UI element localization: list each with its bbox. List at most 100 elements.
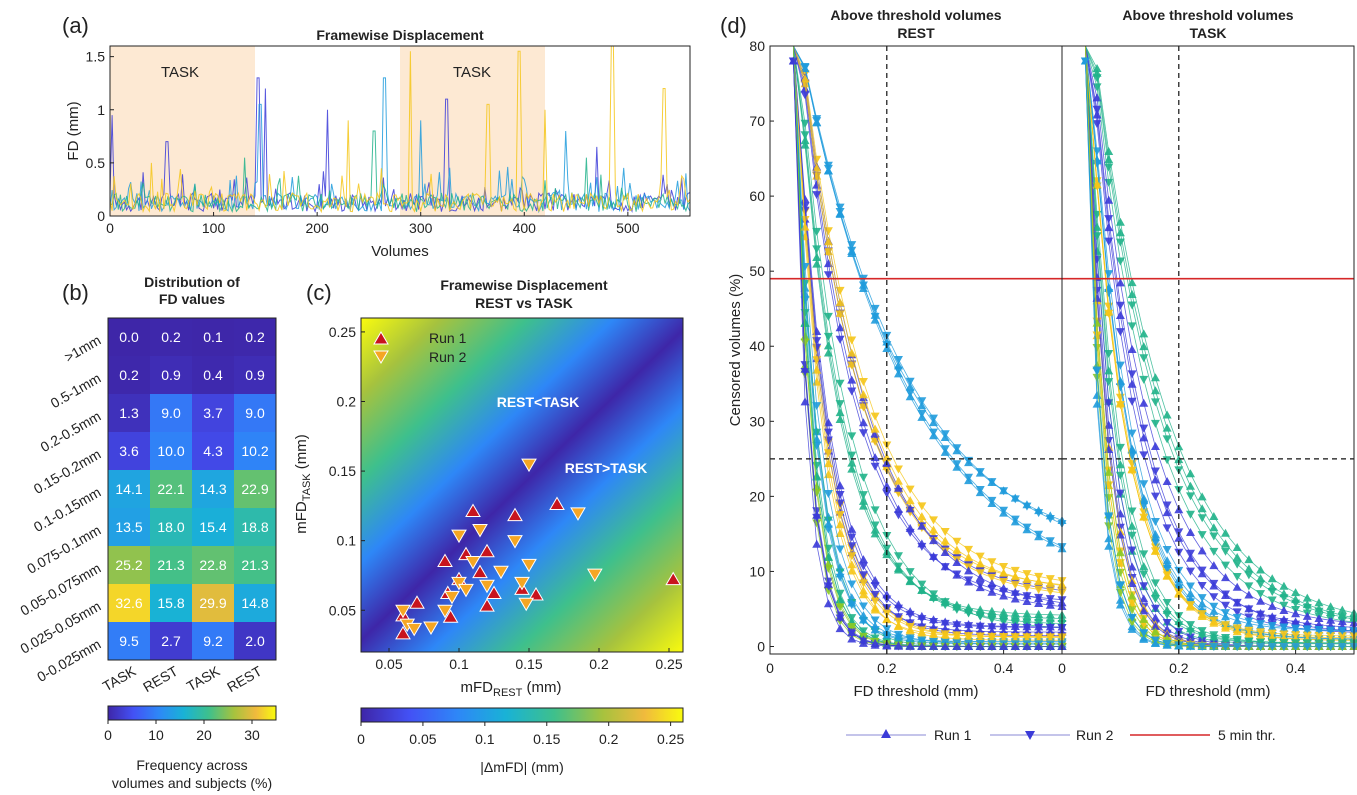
run2-marker xyxy=(1150,467,1160,476)
d-ytick-label: 80 xyxy=(749,38,765,54)
heat-cell-value: 9.0 xyxy=(245,405,265,421)
run1-marker xyxy=(905,496,915,505)
run2-marker xyxy=(1022,502,1032,511)
run2-point xyxy=(444,590,460,605)
d-ytick-label: 40 xyxy=(749,338,765,354)
panel-b-colorbar-ticks: 0 10 20 30 xyxy=(104,720,260,743)
run2-marker xyxy=(1267,596,1277,605)
run1-marker xyxy=(1185,594,1195,603)
run1-marker xyxy=(858,390,868,399)
heat-cell xyxy=(234,470,276,508)
run2-marker xyxy=(929,516,939,525)
run2-marker xyxy=(1034,509,1044,518)
run2-marker xyxy=(1302,625,1312,634)
cbar-tick-label: 0 xyxy=(104,727,112,743)
run1-marker xyxy=(1221,573,1231,582)
run1-marker xyxy=(964,553,974,562)
run1-marker xyxy=(1232,598,1242,607)
fd-trace-4 xyxy=(109,45,691,214)
run1-marker xyxy=(964,566,974,575)
run1-marker xyxy=(940,641,950,650)
panel-d-ylabel: Censored volumes (%) xyxy=(727,274,744,427)
run1-marker xyxy=(1150,627,1160,636)
run1-marker xyxy=(940,536,950,545)
run1-marker xyxy=(1045,613,1055,622)
heat-cell-value: 15.8 xyxy=(157,595,184,611)
run2-marker xyxy=(870,304,880,313)
run2-marker xyxy=(1045,587,1055,596)
run1-marker xyxy=(917,521,927,530)
run2-marker xyxy=(1010,581,1020,590)
d-ytick-label: 70 xyxy=(749,113,765,129)
d-xtick-label: 0 xyxy=(1058,660,1066,676)
run1-point xyxy=(665,571,682,586)
d-xtick-label: 0.4 xyxy=(1286,660,1306,676)
run2-marker xyxy=(1034,530,1044,539)
run2-marker xyxy=(987,574,997,583)
run2-marker xyxy=(987,623,997,632)
run1-point xyxy=(479,543,495,558)
run1-marker xyxy=(1244,629,1254,638)
heat-cell-value: 4.3 xyxy=(203,443,223,459)
heat-cell-value: 18.0 xyxy=(157,519,184,535)
run2-marker xyxy=(1115,238,1125,247)
run1-marker xyxy=(1022,612,1032,621)
run1-marker xyxy=(835,569,845,578)
run2-marker xyxy=(823,586,833,595)
panel-label-c: (c) xyxy=(306,280,332,305)
run2-marker xyxy=(812,191,822,200)
run2-marker xyxy=(823,332,833,341)
run1-marker xyxy=(823,341,833,350)
heat-cell xyxy=(150,508,192,546)
run2-marker xyxy=(858,281,868,290)
run1-marker xyxy=(1127,278,1137,287)
heat-cell-value: 25.2 xyxy=(115,557,142,573)
run2-marker xyxy=(1150,398,1160,407)
heat-cell-value: 10.2 xyxy=(241,443,268,459)
run1-marker xyxy=(835,520,845,529)
run1-marker xyxy=(1127,344,1137,353)
run1-marker xyxy=(1209,511,1219,520)
run2-marker xyxy=(1115,581,1125,590)
panel-b-colorbar xyxy=(107,705,277,721)
run1-marker xyxy=(1209,523,1219,532)
run2-marker xyxy=(1221,636,1231,645)
ytick-label-0.5: 0.5 xyxy=(86,155,106,171)
run2-marker xyxy=(823,525,833,534)
run2-marker xyxy=(858,562,868,571)
run2-marker xyxy=(1326,642,1336,651)
run2-marker xyxy=(1045,595,1055,604)
panel-c-title-2: REST vs TASK xyxy=(475,295,573,311)
run2-marker xyxy=(999,506,1009,515)
run2-marker xyxy=(917,636,927,645)
heat-cell xyxy=(150,432,192,470)
run1-marker xyxy=(905,626,915,635)
censor-curve xyxy=(1085,45,1355,620)
run1-marker xyxy=(1279,605,1289,614)
xtick-label-0: 0 xyxy=(106,220,114,236)
panel-d-right-xlabel: FD threshold (mm) xyxy=(1145,683,1270,700)
run1-marker xyxy=(1326,615,1336,624)
run2-marker xyxy=(1337,613,1347,622)
run2-marker xyxy=(1127,613,1137,622)
panel-d-left-title-1: Above threshold volumes xyxy=(830,7,1001,23)
run2-marker xyxy=(1139,570,1149,579)
run2-marker xyxy=(917,502,927,511)
censor-curve xyxy=(793,45,1063,525)
run2-marker xyxy=(1045,537,1055,546)
run2-marker xyxy=(1267,642,1277,651)
run2-marker xyxy=(1150,517,1160,526)
legend-d-run1-marker xyxy=(881,729,891,738)
run2-marker xyxy=(1010,623,1020,632)
run2-marker xyxy=(952,444,962,453)
run1-marker xyxy=(1185,602,1195,611)
run1-marker xyxy=(1209,581,1219,590)
run1-marker xyxy=(1150,533,1160,542)
run2-marker xyxy=(1197,531,1207,540)
panel-d-ticks: 0 0.2 0.4 0 0.2 0.4 0 10 20 30 40 50 60 70 80 xyxy=(749,38,1305,676)
run1-marker xyxy=(1115,398,1125,407)
run2-marker xyxy=(1104,163,1114,172)
run2-marker xyxy=(1104,270,1114,279)
panel-b: Distribution of FD values 0.0 0.2 0.1 0.20.… xyxy=(17,274,277,791)
run2-marker xyxy=(1209,547,1219,556)
